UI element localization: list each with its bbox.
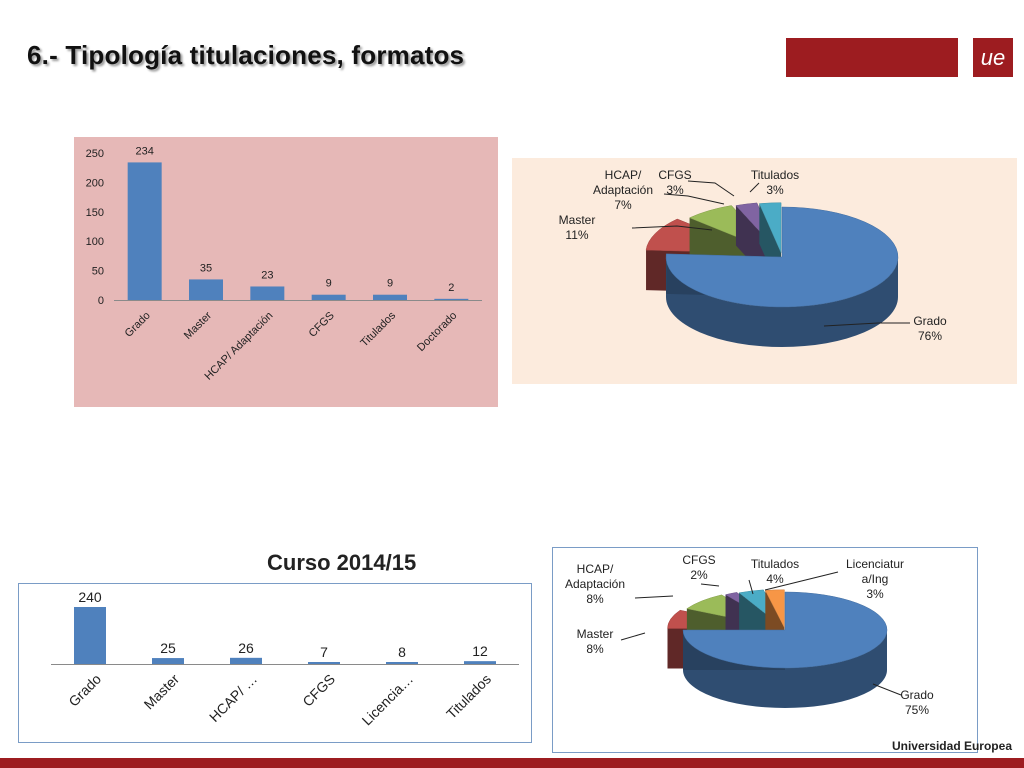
pie-percent-Grado: 75% [905, 703, 929, 717]
pie-chart-2: Grado75%Master8%HCAP/Adaptación8%CFGS2%T… [565, 553, 934, 717]
pie-percent-CFGS: 2% [690, 568, 708, 582]
data-label: 9 [387, 278, 393, 290]
pie-label-CFGS: CFGS [658, 168, 691, 182]
x-tick-label: Master [182, 309, 214, 341]
pie-label-CFGS: CFGS [682, 553, 715, 567]
pie-slice-Grado-side [666, 257, 898, 347]
leader-line [872, 683, 902, 696]
y-tick-label: 250 [86, 148, 104, 160]
data-label: 2 [448, 282, 454, 294]
leader-line [687, 180, 735, 197]
pie-label-Master: Master [559, 213, 596, 227]
bar-CFGS [311, 294, 346, 300]
bar-HCAP/ … [230, 657, 262, 664]
x-tick-label: Doctorado [415, 310, 459, 354]
leader-line [748, 579, 754, 595]
pie-label-HCAP/ Adaptación: HCAP/ [605, 168, 642, 182]
bar-Grado [74, 607, 106, 664]
x-tick-label: Titulados [358, 309, 398, 349]
pie-label-HCAP/ Adaptación: Adaptación [565, 577, 625, 591]
pie-label-HCAP/ Adaptación: HCAP/ [577, 562, 614, 576]
leader-line [749, 182, 760, 193]
pie-label-Licenciatura/Ing: a/Ing [862, 572, 889, 586]
pie-label-Titulados: Titulados [751, 168, 799, 182]
y-tick-label: 200 [86, 177, 104, 189]
leader-line [634, 595, 674, 599]
leader-line [663, 193, 725, 205]
x-tick-label: Grado [123, 310, 153, 340]
pie-chart-2-panel: Grado 75% Master 8% HCAP/Adaptación 8% CFGS 2% T… [552, 547, 978, 753]
data-label: 23 [261, 269, 273, 281]
data-label: 7 [320, 644, 328, 660]
pie-percent-HCAP/ Adaptación: 7% [614, 198, 632, 212]
pie-chart-1-panel: Grado 76% Master 11% HCAP/Adaptación 7% CFGS 3%… [512, 158, 1017, 384]
brand-bar [786, 38, 958, 77]
leader-line [631, 225, 713, 231]
chart-title-curso: Curso 2014/15 [267, 550, 417, 575]
data-label: 25 [160, 640, 176, 656]
pie-percent-Grado: 76% [918, 329, 942, 343]
leader-line [700, 583, 720, 587]
y-tick-label: 0 [98, 295, 104, 307]
pie-label-Titulados: Titulados [751, 557, 799, 571]
bar-Master [152, 658, 184, 664]
bar-Grado [127, 162, 162, 300]
x-tick-label: Licencia… [359, 671, 417, 729]
data-label: 8 [398, 644, 406, 660]
bar-CFGS [308, 662, 340, 664]
pie-slice-Licenciatura/Ing [764, 589, 785, 628]
y-tick-label: 50 [92, 266, 104, 278]
data-label: 240 [78, 589, 102, 605]
x-tick-label: Master [141, 671, 183, 713]
bar-Titulados [464, 661, 496, 664]
data-label: 35 [200, 262, 212, 274]
pie-label-Licenciatura/Ing: Licenciatur [846, 557, 904, 571]
university-logo: ue [973, 38, 1013, 77]
pie-slice-Grado [682, 591, 888, 669]
bar-Master [189, 279, 223, 300]
y-tick-label: 100 [86, 236, 104, 248]
bar-chart-1-panel: 0 50 100 150 200 250 234 Grado 35 Master 23 HCAP/ A… [74, 137, 498, 407]
svg-text:ue: ue [981, 45, 1005, 70]
x-tick-label: HCAP/ Adaptación [203, 310, 276, 383]
bar-Doctorado [434, 298, 469, 300]
leader-line [764, 571, 839, 591]
pie-slice-Grado [665, 206, 899, 308]
pie-percent-CFGS: 3% [666, 183, 684, 197]
pie-slice-Titulados [758, 202, 782, 253]
pie-percent-Master: 11% [565, 228, 588, 242]
pie-label-Master: Master [577, 627, 614, 641]
pie-percent-Titulados: 3% [766, 183, 784, 197]
bar-chart-1: 0 50 100 150 200 250 234 Grado 35 Master 23 HCAP/ A… [86, 145, 482, 383]
x-tick-label: Titulados [443, 671, 494, 722]
data-label: 12 [472, 643, 488, 659]
pie-chart-1: Grado76%Master11%HCAP/Adaptación7%CFGS3%… [559, 168, 947, 347]
x-tick-label: CFGS [307, 310, 337, 340]
pie-label-Grado: Grado [900, 688, 934, 702]
data-label: 234 [135, 145, 153, 157]
x-tick-label: Grado [65, 671, 104, 710]
y-tick-label: 150 [86, 207, 104, 219]
bottom-brand-bar [0, 758, 1024, 768]
leader-line [823, 322, 910, 327]
leader-line [620, 632, 646, 641]
bar-Licencia… [386, 662, 418, 664]
footer-brand: Universidad Europea [891, 739, 1012, 753]
pie-percent-Titulados: 4% [766, 572, 784, 586]
pie-percent-Licenciatura/Ing: 3% [866, 587, 884, 601]
x-tick-label: HCAP/ … [206, 671, 260, 725]
bar-Titulados [373, 294, 407, 300]
bar-HCAP/ Adaptación [250, 286, 285, 300]
bar-chart-2: 240 Grado 25 Master 26 HCAP/ … 7 CFGS 8 Licencia…… [51, 589, 519, 729]
pie-percent-HCAP/ Adaptación: 8% [586, 592, 604, 606]
data-label: 9 [326, 278, 332, 290]
pie-label-Grado: Grado [913, 314, 947, 328]
bar-chart-2-panel: 240 Grado 25 Master 26 HCAP/ … 7 CFGS 8 Licencia…… [18, 583, 532, 743]
page-title: 6.- Tipología titulaciones, formatos [27, 40, 465, 70]
data-label: 26 [238, 640, 254, 656]
x-tick-label: CFGS [299, 671, 338, 710]
pie-percent-Master: 8% [586, 642, 604, 656]
pie-label-HCAP/ Adaptación: Adaptación [593, 183, 653, 197]
